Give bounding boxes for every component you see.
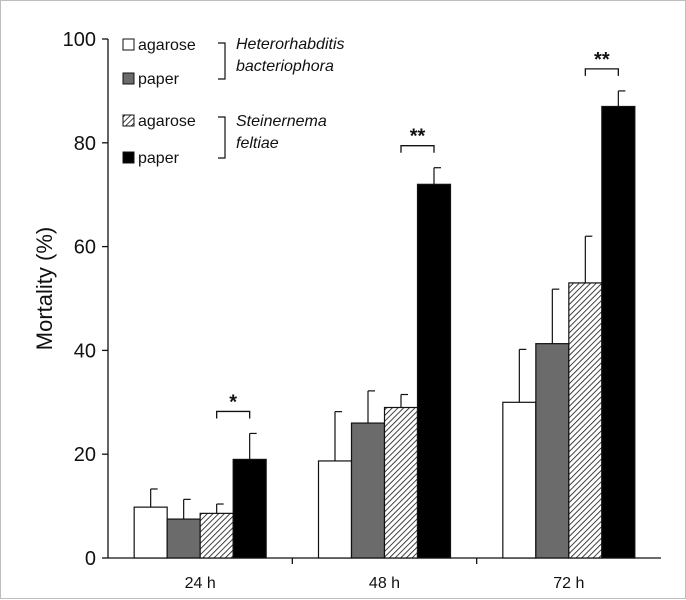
legend-group-bracket (218, 42, 226, 80)
y-tick-label: 20 (74, 444, 96, 466)
legend-swatch (122, 151, 135, 164)
significance-bracket (216, 410, 251, 419)
y-tick-label: 100 (63, 29, 96, 51)
bar (383, 406, 419, 559)
significance-marker: * (229, 391, 237, 413)
bar (416, 183, 452, 559)
significance-marker: ** (410, 126, 426, 148)
legend-species-label: bacteriophora (236, 58, 334, 75)
x-tick-label: 24 h (185, 575, 216, 592)
significance-marker: ** (594, 49, 610, 71)
y-tick-label: 60 (74, 237, 96, 259)
bar (350, 422, 386, 559)
bar (601, 105, 636, 559)
legend-swatch (122, 38, 135, 51)
legend-species-label: Steinernema (236, 113, 327, 130)
bar (502, 401, 537, 559)
y-tick-label: 0 (85, 548, 96, 570)
legend-group-bracket (218, 116, 226, 159)
legend-species-label: Heterorhabditis (236, 36, 345, 53)
significance-bracket (584, 68, 619, 76)
bar (317, 460, 353, 559)
y-axis-label: Mortality (%) (32, 227, 57, 350)
legend-label: agarose (138, 37, 196, 54)
legend-label: paper (138, 71, 180, 88)
y-tick-label: 40 (74, 340, 96, 362)
bar (232, 458, 267, 559)
bar (535, 343, 570, 559)
x-tick-label: 72 h (553, 575, 584, 592)
significance-bracket (400, 145, 435, 153)
legend-label: agarose (138, 113, 196, 130)
legend-label: paper (138, 150, 180, 167)
legend-swatch (122, 72, 135, 85)
bar (199, 512, 234, 559)
x-tick-label: 48 h (369, 575, 400, 592)
y-tick-label: 80 (74, 133, 96, 155)
bar (133, 506, 168, 559)
legend-swatch (122, 114, 135, 127)
bar (568, 282, 603, 559)
legend-species-label: feltiae (236, 135, 279, 152)
bar (166, 518, 201, 559)
